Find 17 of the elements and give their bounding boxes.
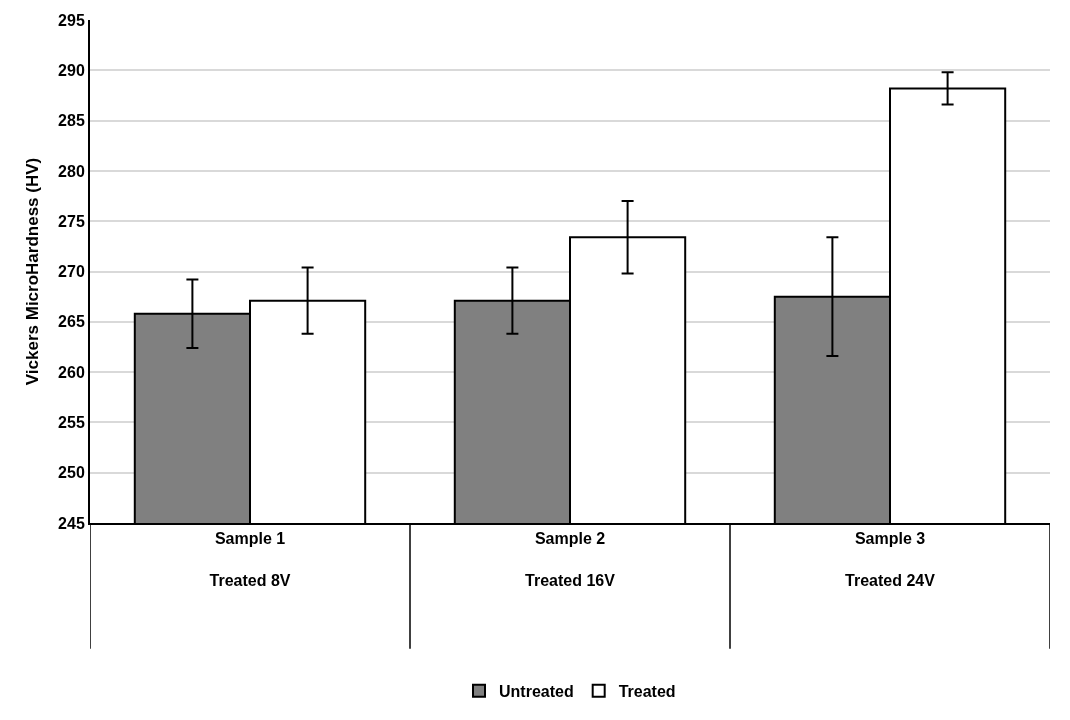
category-label: Sample 3 Treated 24V [845, 530, 935, 589]
y-axis-title: Vickers MicroHardness (HV) [23, 157, 43, 386]
y-tick-label: 280 [58, 162, 85, 180]
y-tick-label: 290 [58, 61, 85, 79]
category-label: Sample 1 Treated 8V [209, 530, 291, 589]
y-tick-label: 295 [58, 11, 85, 29]
y-tick-label: 275 [58, 212, 85, 230]
y-tick-label: 285 [58, 112, 85, 130]
category-label: Sample 2 Treated 16V [525, 530, 615, 589]
y-tick-label: 250 [58, 464, 85, 482]
legend-label: Untreated [499, 683, 574, 701]
y-tick-label: 255 [58, 414, 85, 431]
y-tick-label: 245 [58, 514, 85, 532]
y-tick-label: 270 [58, 263, 85, 281]
y-tick-label: 260 [58, 363, 85, 381]
legend-label: Treated [618, 683, 676, 701]
y-tick-label: 265 [58, 313, 85, 331]
